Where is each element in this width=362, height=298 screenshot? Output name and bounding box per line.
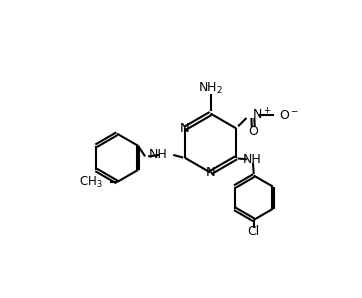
Text: NH: NH (243, 153, 262, 166)
Text: CH$_3$: CH$_3$ (79, 175, 103, 190)
Text: NH$_2$: NH$_2$ (198, 81, 223, 96)
Text: Cl: Cl (248, 225, 260, 238)
Text: N: N (180, 122, 190, 135)
Text: O$^-$: O$^-$ (279, 108, 299, 122)
Text: O: O (248, 125, 258, 138)
Text: N$^+$: N$^+$ (252, 107, 272, 123)
Text: N: N (206, 166, 215, 179)
Text: NH: NH (148, 148, 167, 162)
